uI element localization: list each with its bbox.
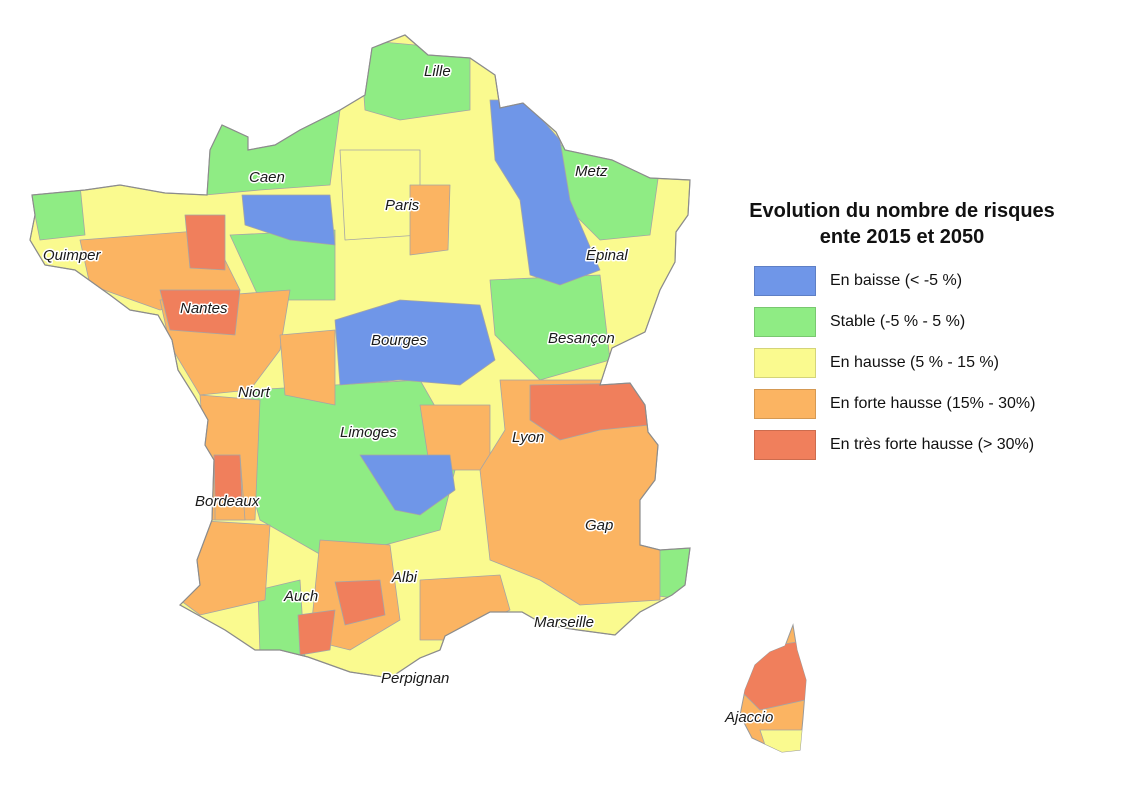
zone-forte-hausse-landes	[179, 519, 271, 616]
zone-baisse-bourges	[334, 299, 496, 386]
zone-tres-forte-loire-atlantique	[184, 214, 226, 271]
legend-title-line-1: Evolution du nombre de risques	[749, 200, 1055, 222]
legend-label: En hausse (5 % - 15 %)	[830, 354, 999, 371]
legend-item-hausse: En hausse (5 % - 15 %)	[754, 348, 1112, 378]
zone-tres-forte-gironde	[213, 454, 243, 501]
city-label-perpignan: Perpignan	[381, 670, 449, 687]
city-label-besancon: Besançon	[548, 330, 615, 347]
city-label-limoges: Limoges	[340, 424, 397, 441]
city-label-lille: Lille	[424, 63, 451, 80]
corsica	[739, 624, 807, 753]
legend-item-baisse: En baisse (< -5 %)	[754, 266, 1112, 296]
legend-label: En baisse (< -5 %)	[830, 272, 963, 289]
legend-swatch	[754, 307, 816, 337]
legend-item-stable: Stable (-5 % - 5 %)	[754, 307, 1112, 337]
legend-title-line-2: ente 2015 et 2050	[819, 226, 985, 248]
city-label-caen: Caen	[249, 169, 285, 186]
city-label-marseille: Marseille	[534, 614, 594, 631]
city-labels: Lille Caen Metz Paris Quimper Épinal Nan…	[42, 62, 775, 728]
city-label-bordeaux: Bordeaux	[195, 493, 260, 510]
zone-tres-forte-toulouse	[334, 579, 386, 626]
zone-stable-bretagne	[30, 184, 86, 241]
city-label-niort: Niort	[238, 384, 271, 401]
legend-item-forte-hausse: En forte hausse (15% - 30%)	[754, 389, 1112, 419]
legend-swatch	[754, 266, 816, 296]
city-label-auch: Auch	[283, 588, 318, 605]
city-label-nantes: Nantes	[180, 300, 228, 317]
legend-title: Evolution du nombre de risques ente 2015…	[712, 198, 1092, 250]
legend-label: Stable (-5 % - 5 %)	[830, 313, 966, 330]
city-label-metz: Metz	[575, 163, 608, 180]
city-label-lyon: Lyon	[512, 429, 544, 446]
legend-label: En très forte hausse (> 30%)	[830, 436, 1035, 453]
city-label-paris: Paris	[385, 197, 420, 214]
zone-forte-hausse-poitou	[279, 329, 336, 406]
map-legend: Evolution du nombre de risques ente 2015…	[712, 198, 1112, 471]
city-label-bourges: Bourges	[371, 332, 427, 349]
city-label-albi: Albi	[391, 569, 418, 586]
legend-items: En baisse (< -5 %) Stable (-5 % - 5 %) E…	[754, 266, 1112, 460]
zone-hausse-ile-de-france	[339, 149, 421, 241]
city-label-ajaccio: Ajaccio	[724, 709, 773, 726]
mainland-france	[29, 34, 691, 679]
legend-swatch	[754, 430, 816, 460]
zone-baisse-creuse	[359, 454, 456, 516]
city-label-quimper: Quimper	[43, 247, 102, 264]
zone-forte-hausse-languedoc	[419, 574, 511, 641]
zone-forte-hausse-paris-est	[409, 184, 451, 256]
city-label-gap: Gap	[585, 517, 613, 534]
zone-tres-forte-pyrenees	[297, 609, 336, 656]
zone-stable-nord	[359, 39, 471, 121]
city-label-epinal: Épinal	[586, 247, 628, 264]
zone-baisse-calvados	[241, 194, 336, 246]
legend-label: En forte hausse (15% - 30%)	[830, 395, 1036, 412]
zone-tres-forte-nantes	[159, 289, 241, 336]
legend-swatch	[754, 389, 816, 419]
legend-item-tres-forte-hausse: En très forte hausse (> 30%)	[754, 430, 1112, 460]
legend-swatch	[754, 348, 816, 378]
